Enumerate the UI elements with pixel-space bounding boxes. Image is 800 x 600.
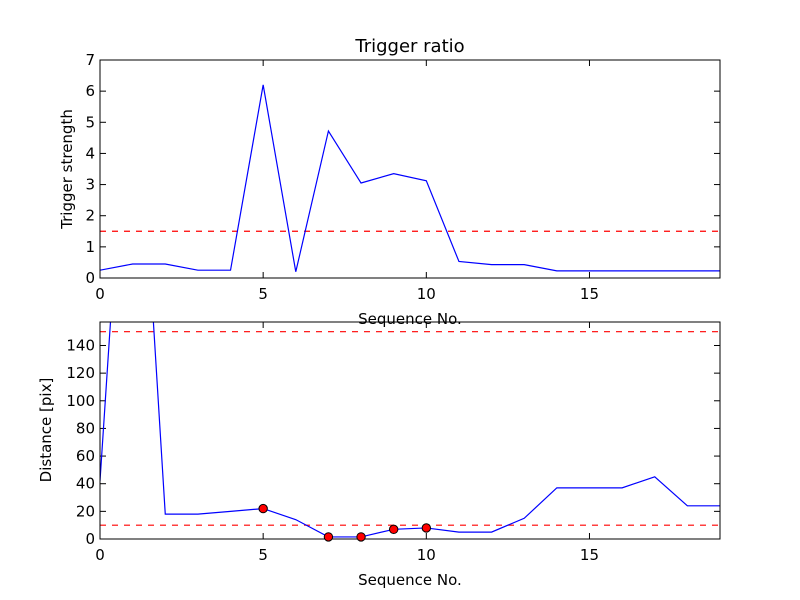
top-tick-labels: 0 5 10 15 0 1 2 3 4 5 6 7 xyxy=(85,51,599,303)
series-line xyxy=(100,84,720,272)
y-tick-label: 0 xyxy=(85,530,95,548)
highlight-point xyxy=(421,523,432,533)
y-axis-title: Trigger strength xyxy=(58,109,76,230)
x-tick-label: 10 xyxy=(417,546,436,564)
y-axis-title: Distance [pix] xyxy=(37,378,55,483)
x-tick-label: 15 xyxy=(580,546,599,564)
y-tick-label: 140 xyxy=(66,336,95,354)
x-axis-title: Sequence No. xyxy=(358,571,462,589)
highlight-point xyxy=(258,503,268,514)
trigger-ratio-chart: Trigger ratio 0 5 10 15 0 1 2 3 4 5 6 7 Sequence No… xyxy=(58,36,721,328)
bottom-plot-frame xyxy=(99,321,721,540)
y-tick-label: 5 xyxy=(85,113,95,131)
y-tick-label: 20 xyxy=(76,502,95,520)
y-tick-label: 40 xyxy=(76,475,95,493)
x-tick-label: 10 xyxy=(417,285,436,303)
x-tick-label: 15 xyxy=(580,285,599,303)
distance-chart: 0 5 10 15 0 20 40 60 80 100 120 140 Sequence No. Di… xyxy=(37,321,721,589)
y-tick-label: 120 xyxy=(66,364,95,382)
highlight-point xyxy=(323,532,334,542)
x-axis-title: Sequence No. xyxy=(358,310,462,328)
chart-title: Trigger ratio xyxy=(354,36,464,57)
bottom-tick-labels: 0 5 10 15 0 20 40 60 80 100 120 140 xyxy=(66,336,599,564)
y-tick-label: 2 xyxy=(85,207,95,225)
series-line xyxy=(100,322,720,538)
highlight-point xyxy=(356,532,366,542)
y-tick-label: 6 xyxy=(85,82,95,100)
top-series xyxy=(100,84,720,272)
x-tick-label: 5 xyxy=(258,546,268,564)
y-tick-label: 1 xyxy=(85,238,95,256)
x-tick-label: 0 xyxy=(95,546,105,564)
y-tick-label: 100 xyxy=(66,392,95,410)
bottom-highlight-points xyxy=(258,503,432,542)
y-tick-label: 7 xyxy=(85,51,95,69)
top-plot-frame xyxy=(99,59,721,279)
highlight-point xyxy=(388,524,399,535)
bottom-series xyxy=(100,322,720,538)
x-tick-label: 0 xyxy=(95,285,105,303)
y-tick-label: 3 xyxy=(85,176,95,194)
x-tick-label: 5 xyxy=(258,285,268,303)
bottom-threshold-lines xyxy=(100,331,720,526)
y-tick-label: 0 xyxy=(85,269,95,287)
y-tick-label: 4 xyxy=(85,144,95,162)
y-tick-label: 60 xyxy=(76,447,95,465)
y-tick-label: 80 xyxy=(76,419,95,437)
